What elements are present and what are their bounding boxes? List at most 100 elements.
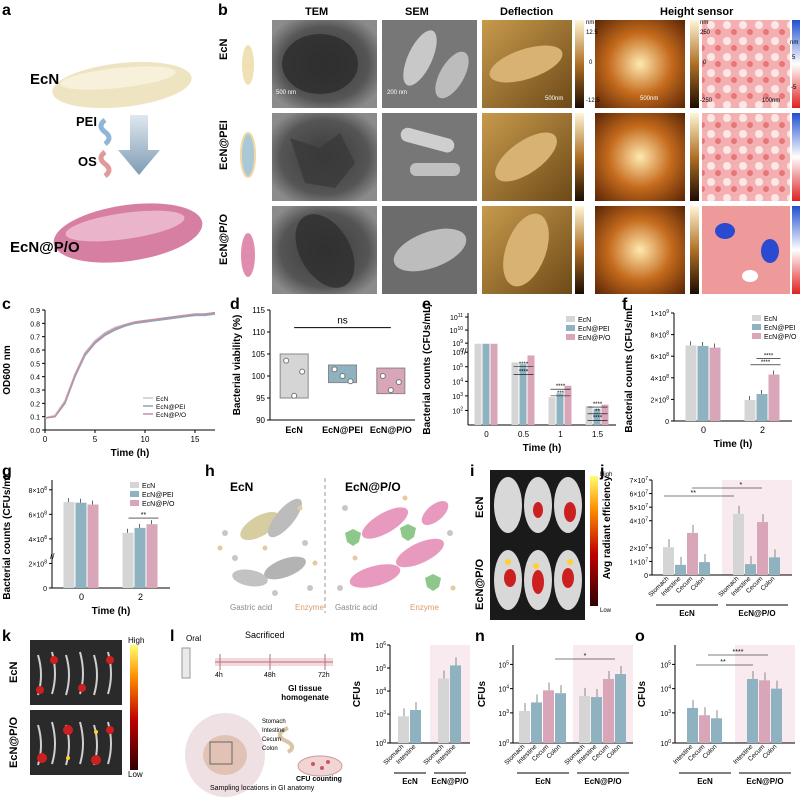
bar-EcN@P/O-2 — [768, 374, 780, 421]
axis-break-mark: // — [461, 346, 467, 356]
chart-f-xlabel: Time (h) — [714, 439, 753, 450]
bar-EcN@P/O-1.5 — [601, 404, 609, 425]
ytick-label: 103 — [498, 709, 509, 718]
chart-f-ylabel: Bacterial counts (CFUs/mL) — [624, 305, 635, 433]
ytick-label: 0.2 — [30, 401, 40, 408]
significance-label: *** — [557, 391, 565, 397]
bar-EcN@P/O-Cecum — [759, 680, 770, 743]
panel-label-h: h — [205, 463, 215, 480]
box-point — [291, 392, 298, 399]
bar-EcN-Stomach — [663, 547, 674, 575]
legend-label: EcN@P/O — [142, 501, 175, 508]
height-unit: nm — [700, 20, 709, 26]
ytick-label: 8×108 — [28, 486, 47, 495]
label-gastric-acid-2: Gastric acid — [335, 603, 378, 612]
group-label: EcN — [679, 609, 695, 618]
bar-EcN@P/O-0.5 — [527, 355, 535, 425]
bar-EcN-Colon — [711, 718, 722, 743]
bar-EcN@P/O-Intestine — [591, 697, 602, 743]
panel-label-n: n — [475, 628, 485, 645]
bar-EcN@P/O-Intestine — [450, 665, 461, 743]
bar-EcN-Stomach — [398, 716, 409, 743]
chart-e-ylabel: Bacterial counts (CFUs/mL) — [422, 305, 433, 435]
box-point — [395, 379, 402, 386]
significance-label: **** — [593, 416, 603, 422]
bar-EcN-Colon — [555, 693, 566, 743]
chart-g-ylabel: Bacterial counts (CFUs/mL) — [2, 472, 13, 600]
ytick-label: 0.6 — [30, 348, 40, 355]
panel-label-a: a — [2, 2, 11, 19]
bar-EcN-0 — [63, 502, 75, 588]
syringe-icon — [181, 647, 191, 679]
ytick-label: 105 — [452, 363, 463, 372]
panel-label-e: e — [422, 296, 431, 313]
bar-EcN@P/O-0 — [490, 343, 498, 425]
ytick-label: 109 — [452, 339, 463, 348]
ytick-label: 100 — [498, 739, 509, 748]
ytick-label: 6×108 — [650, 352, 669, 361]
row-ecn — [272, 20, 800, 108]
pei-ribbon-icon — [98, 118, 112, 146]
bar-EcN@PEI-2 — [756, 394, 768, 421]
ytick-label: 7×107 — [629, 476, 648, 485]
bar-EcN-Cecum — [699, 715, 710, 743]
chart-n-ylabel: CFUs — [477, 681, 488, 708]
bar-EcN@P/O-Colon — [615, 674, 626, 743]
box-point — [283, 357, 290, 364]
defl-max: 12.5 — [586, 30, 598, 36]
label-t-4h: 4h — [215, 672, 223, 679]
label-cfu-counting: CFU counting — [296, 776, 342, 783]
ytick-label: 104 — [498, 685, 509, 694]
bar-EcN-Intestine — [531, 702, 542, 743]
col-header-tem: TEM — [305, 6, 329, 18]
bar-EcN-2 — [744, 399, 756, 421]
bar-EcN@P/O-0 — [709, 347, 721, 421]
bar-EcN-Cecum — [543, 690, 554, 743]
xtick-label: 5 — [93, 435, 98, 444]
bar-EcN@P/O-Stomach — [733, 513, 744, 575]
bar-EcN@P/O-Intestine — [745, 564, 756, 575]
legend-swatch — [130, 500, 139, 506]
category-label: Colon — [701, 743, 718, 760]
panel-label-f: f — [622, 296, 628, 313]
os-ribbon-icon — [98, 150, 112, 178]
xtick-label: 0 — [43, 435, 48, 444]
ytick-label: 105 — [660, 660, 671, 669]
label-gastric-acid: Gastric acid — [230, 603, 273, 612]
legend-swatch — [752, 315, 761, 321]
ytick-label: 100 — [375, 739, 386, 748]
bar-EcN-0.5 — [511, 362, 519, 425]
ytick-label: 104 — [452, 377, 463, 386]
panel-k-low: Low — [128, 770, 143, 779]
significance-label: ** — [141, 512, 147, 519]
chart-o-cfus: CFUs100103104105IntestineCecumColonEcNIn… — [637, 645, 795, 786]
row-label-ecn-pei: EcN@PEI — [218, 120, 230, 170]
row-ecn-po — [272, 206, 800, 294]
panel-label-l: l — [170, 628, 175, 645]
bar-EcN@PEI-0 — [697, 345, 709, 421]
legend-label: EcN@PEI — [764, 325, 796, 332]
bar-EcN-2 — [122, 532, 134, 588]
chart-m-ylabel: CFUs — [352, 681, 363, 708]
ytick-label: 1011 — [450, 313, 463, 322]
col-header-height-sensor: Height sensor — [660, 6, 734, 18]
row-label-ecn: EcN — [218, 38, 230, 60]
chart-e-counts-log: Bacterial counts (CFUs/mL) Time (h) 102 103… — [422, 305, 616, 454]
series-line-EcN@P/O — [44, 311, 216, 419]
category-label: Colon — [759, 575, 776, 592]
row-label-ecn-po: EcN@P/O — [218, 213, 230, 265]
panel-k-row-ecn-po: EcN@P/O — [8, 716, 20, 768]
significance-label: ** — [691, 490, 697, 497]
chart-c-growth: OD600 nm Time (h) 0.0 0.1 0.2 0.3 0.4 0.5 0.6 0.7… — [2, 308, 216, 459]
panel-h-right-title: EcN@P/O — [345, 480, 401, 494]
panel-label-g: g — [2, 463, 12, 480]
bar-EcN-Stomach — [519, 710, 530, 743]
bar-EcN-0 — [474, 343, 482, 425]
gi-site-cecum: Cecum — [262, 737, 282, 743]
xtick-label: 2 — [138, 592, 143, 602]
ytick-label: 4×108 — [650, 374, 669, 383]
panel-i-high: High — [600, 472, 613, 478]
legend-label: EcN@PEI — [156, 404, 186, 411]
ecn-mini-icon — [242, 45, 254, 85]
chart-n-cfus: CFUs100103104105StomachIntestineCecumCol… — [477, 645, 633, 786]
